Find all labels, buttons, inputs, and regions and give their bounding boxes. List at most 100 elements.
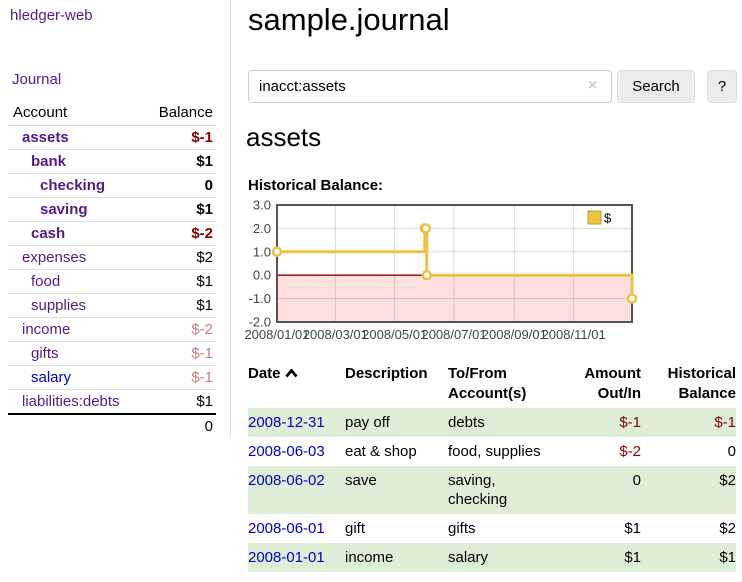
x-axis-tick-label: 2008/07/01 [421,327,486,342]
sort-ascending-icon [284,364,298,384]
sidebar-item-journal[interactable]: Journal [12,71,62,88]
data-point-marker[interactable] [421,269,433,281]
account-link[interactable]: checking [40,177,106,194]
transaction-row: 2008-06-01 gift gifts $1 $2 [248,514,736,543]
accounts-header-account: Account [8,101,143,126]
account-link[interactable]: salary [31,369,72,386]
account-row: saving $1 [8,197,216,222]
plot-border [276,204,633,323]
chart-label: Historical Balance: [248,177,384,194]
transaction-accounts: gifts [448,520,476,537]
account-link[interactable]: liabilities:debts [22,393,120,410]
data-point-marker[interactable] [420,223,432,234]
transaction-balance: $1 [719,549,736,566]
y-axis-tick-label: -1.0 [249,291,271,306]
register-header-accounts[interactable]: To/From Account(s) [448,365,527,402]
transaction-balance: 0 [727,443,736,460]
account-row: salary $-1 [8,365,216,390]
account-row: assets $-1 [8,126,216,150]
transaction-amount: $1 [624,520,641,537]
transaction-row: 2008-06-03 eat & shop food, supplies $-2 0 [248,437,736,466]
page-title: sample.journal [248,2,450,37]
account-balance: $-1 [142,365,216,390]
y-axis-tick-label: 3.0 [253,198,271,213]
x-axis-tick-label: 2008/11/01 [542,327,606,342]
clear-search-icon[interactable]: × [588,77,598,94]
account-link[interactable]: income [22,321,71,338]
register-header-date[interactable]: Date [248,361,345,408]
transaction-accounts: debts [448,414,485,431]
transaction-amount: $1 [624,549,641,566]
balance-chart-svg[interactable]: 3.0 2.0 1.0 0.0 -1.0 -2.02008/01/012008/03/01… [240,198,740,345]
transaction-accounts: food, supplies [448,443,541,460]
transaction-balance: $2 [719,520,736,537]
account-row: liabilities:debts $1 [8,389,216,414]
negative-region [277,275,632,322]
account-balance: $1 [142,389,216,414]
transaction-description: income [345,549,394,566]
accounts-header-balance: Balance [142,101,216,126]
account-row: gifts $-1 [8,341,216,366]
transaction-date-link[interactable]: 2008-06-01 [248,520,325,537]
account-link[interactable]: supplies [31,297,87,314]
account-balance: $-2 [142,221,216,246]
account-balance: $-1 [191,129,213,146]
accounts-table: Account Balance assets $-1 bank $1 checking 0… [8,101,216,438]
transaction-date-cell: 2008-12-31 [248,408,345,437]
account-link[interactable]: food [31,273,61,290]
transaction-row: 2008-01-01 income salary $1 $1 [248,543,736,572]
account-balance: $1 [142,293,216,318]
transaction-description: pay off [345,414,390,431]
app-title-link[interactable]: hledger-web [10,7,93,24]
transaction-accounts: salary [448,549,489,566]
sidebar: hledger-web Journal Account Balance asse… [0,0,231,438]
y-axis-tick-label: 1.0 [253,244,271,259]
historical-balance-chart[interactable]: 3.0 2.0 1.0 0.0 -1.0 -2.0 2008/01/01 2008/03/01… [240,198,740,345]
x-axis-tick-label: 2008/03/01 [303,327,368,342]
transaction-date-link[interactable]: 2008-01-01 [248,549,325,566]
y-axis-tick-label: -2.0 [249,315,271,330]
account-link[interactable]: gifts [31,345,59,362]
account-row: bank $1 [8,149,216,174]
search-input[interactable] [248,70,612,103]
register-table: Date Description To/From Account(s) Amou… [248,361,736,572]
register-header-description[interactable]: Description [345,365,428,382]
transaction-date-link[interactable]: 2008-06-02 [248,472,325,489]
transaction-accounts: saving, checking [448,472,508,508]
account-link[interactable]: expenses [22,249,87,266]
account-balance: $2 [142,245,216,270]
x-axis-tick-label: 2008/05/01 [362,327,427,342]
transaction-date-cell: 2008-01-01 [248,543,345,572]
transaction-date-cell: 2008-06-03 [248,437,345,466]
register-header-amount[interactable]: Amount Out/In [584,365,641,402]
account-link[interactable]: cash [31,225,66,242]
transaction-date-link[interactable]: 2008-12-31 [248,414,325,431]
account-row: food $1 [8,269,216,294]
transaction-description: eat & shop [345,443,417,460]
account-balance: $-2 [142,317,216,342]
account-row: income $-2 [8,317,216,342]
data-point-marker[interactable] [271,246,283,258]
account-balance: $1 [142,197,216,222]
account-link[interactable]: assets [22,129,69,146]
accounts-total-value: 0 [142,413,216,438]
register-header-balance[interactable]: Historical Balance [667,365,736,402]
account-link[interactable]: saving [40,201,88,218]
account-row: supplies $1 [8,293,216,318]
transaction-description: gift [345,520,366,537]
legend-label: $ [604,211,612,226]
account-balance: $-1 [142,341,216,366]
register-header-date-label: Date [248,365,281,382]
x-axis-tick-label: 2008/09/01 [482,327,547,342]
data-point-marker[interactable] [626,293,638,304]
transaction-date-cell: 2008-06-02 [248,466,345,514]
search-button[interactable]: Search [617,70,695,103]
help-button[interactable]: ? [707,70,737,103]
account-balance: $1 [142,269,216,294]
transaction-date-link[interactable]: 2008-06-03 [248,443,325,460]
account-row: checking 0 [8,173,216,198]
account-row: expenses $2 [8,245,216,270]
transaction-balance: $-1 [714,414,736,431]
account-link[interactable]: bank [31,153,67,170]
